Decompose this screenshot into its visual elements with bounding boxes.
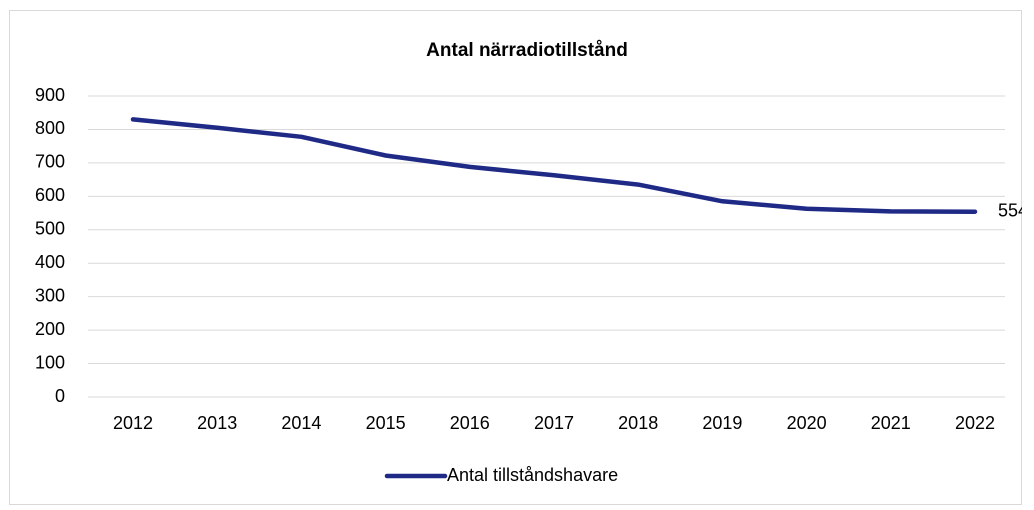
x-tick-label: 2012 (113, 413, 153, 433)
legend-label: Antal tillståndshavare (447, 465, 618, 485)
chart-title: Antal närradiotillstånd (426, 40, 628, 61)
y-tick-label: 800 (35, 118, 65, 138)
x-tick-label: 2016 (450, 413, 490, 433)
x-tick-label: 2013 (197, 413, 237, 433)
y-tick-label: 700 (35, 152, 65, 172)
x-tick-label: 2019 (702, 413, 742, 433)
plot-area: 0 100 200 300 400 500 600 700 800 900 2012 2013 2014… (35, 85, 1028, 485)
y-tick-label: 400 (35, 252, 65, 272)
x-tick-label: 2014 (281, 413, 321, 433)
y-tick-label: 300 (35, 285, 65, 305)
y-tick-label: 100 (35, 352, 65, 372)
y-tick-label: 0 (55, 386, 65, 406)
x-tick-label: 2018 (618, 413, 658, 433)
x-tick-label: 2017 (534, 413, 574, 433)
data-label: 554 (998, 200, 1028, 220)
data-line (130, 117, 978, 214)
y-tick-label: 200 (35, 319, 65, 339)
x-tick-label: 2022 (955, 413, 995, 433)
chart-frame (9, 10, 1022, 505)
x-tick-label: 2015 (366, 413, 406, 433)
y-tick-label: 900 (35, 85, 65, 105)
y-tick-label: 500 (35, 219, 65, 239)
x-tick-label: 2021 (871, 413, 911, 433)
x-tick-label: 2020 (787, 413, 827, 433)
y-tick-label: 600 (35, 185, 65, 205)
